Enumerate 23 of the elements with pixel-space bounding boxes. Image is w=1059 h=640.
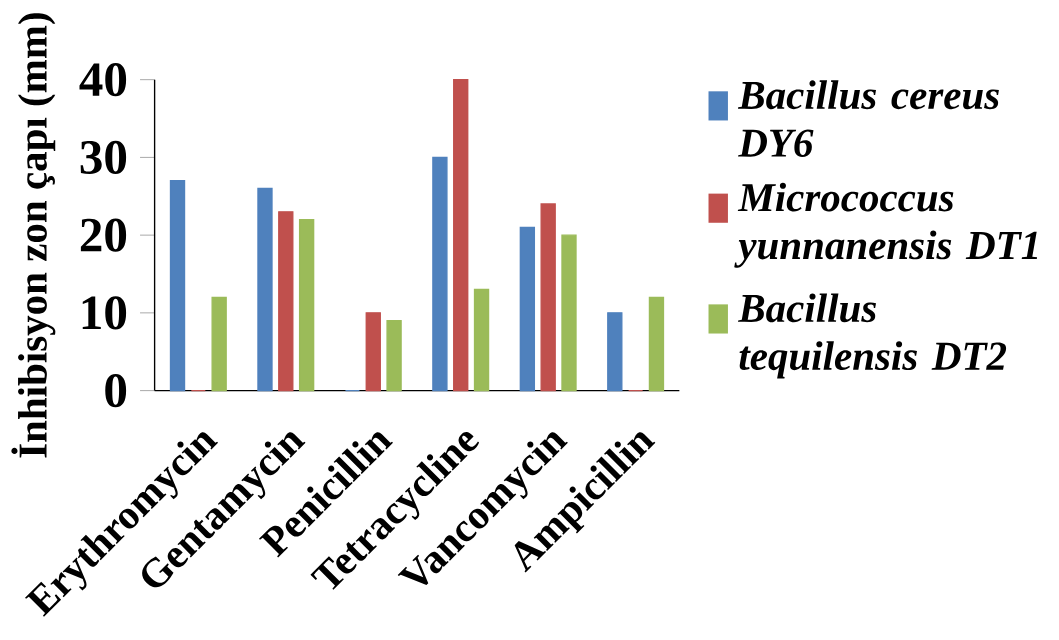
legend-label: Bacillus tequilensis DT2	[737, 293, 1007, 379]
bar	[365, 312, 381, 392]
legend-label: Bacillus cereus DY6	[737, 80, 999, 158]
bar	[386, 320, 402, 392]
bar	[278, 211, 294, 392]
bar	[432, 156, 448, 392]
bar	[211, 296, 227, 392]
y-tick-label: 20	[80, 218, 127, 252]
bar	[607, 312, 623, 392]
bar	[298, 219, 315, 392]
legend-label: Micrococcus yunnanensis DT1	[734, 182, 1038, 268]
bar	[561, 234, 577, 392]
y-tick-label: 30	[80, 140, 127, 175]
y-tick-label: 10	[82, 296, 127, 330]
bar	[453, 79, 469, 392]
bar	[540, 203, 556, 392]
bar	[257, 187, 273, 392]
bar	[473, 289, 490, 392]
bar	[519, 226, 536, 392]
bar	[648, 296, 665, 392]
y-tick-label: 40	[79, 63, 127, 97]
y-tick-label: 0	[105, 374, 127, 408]
bar	[169, 180, 186, 392]
